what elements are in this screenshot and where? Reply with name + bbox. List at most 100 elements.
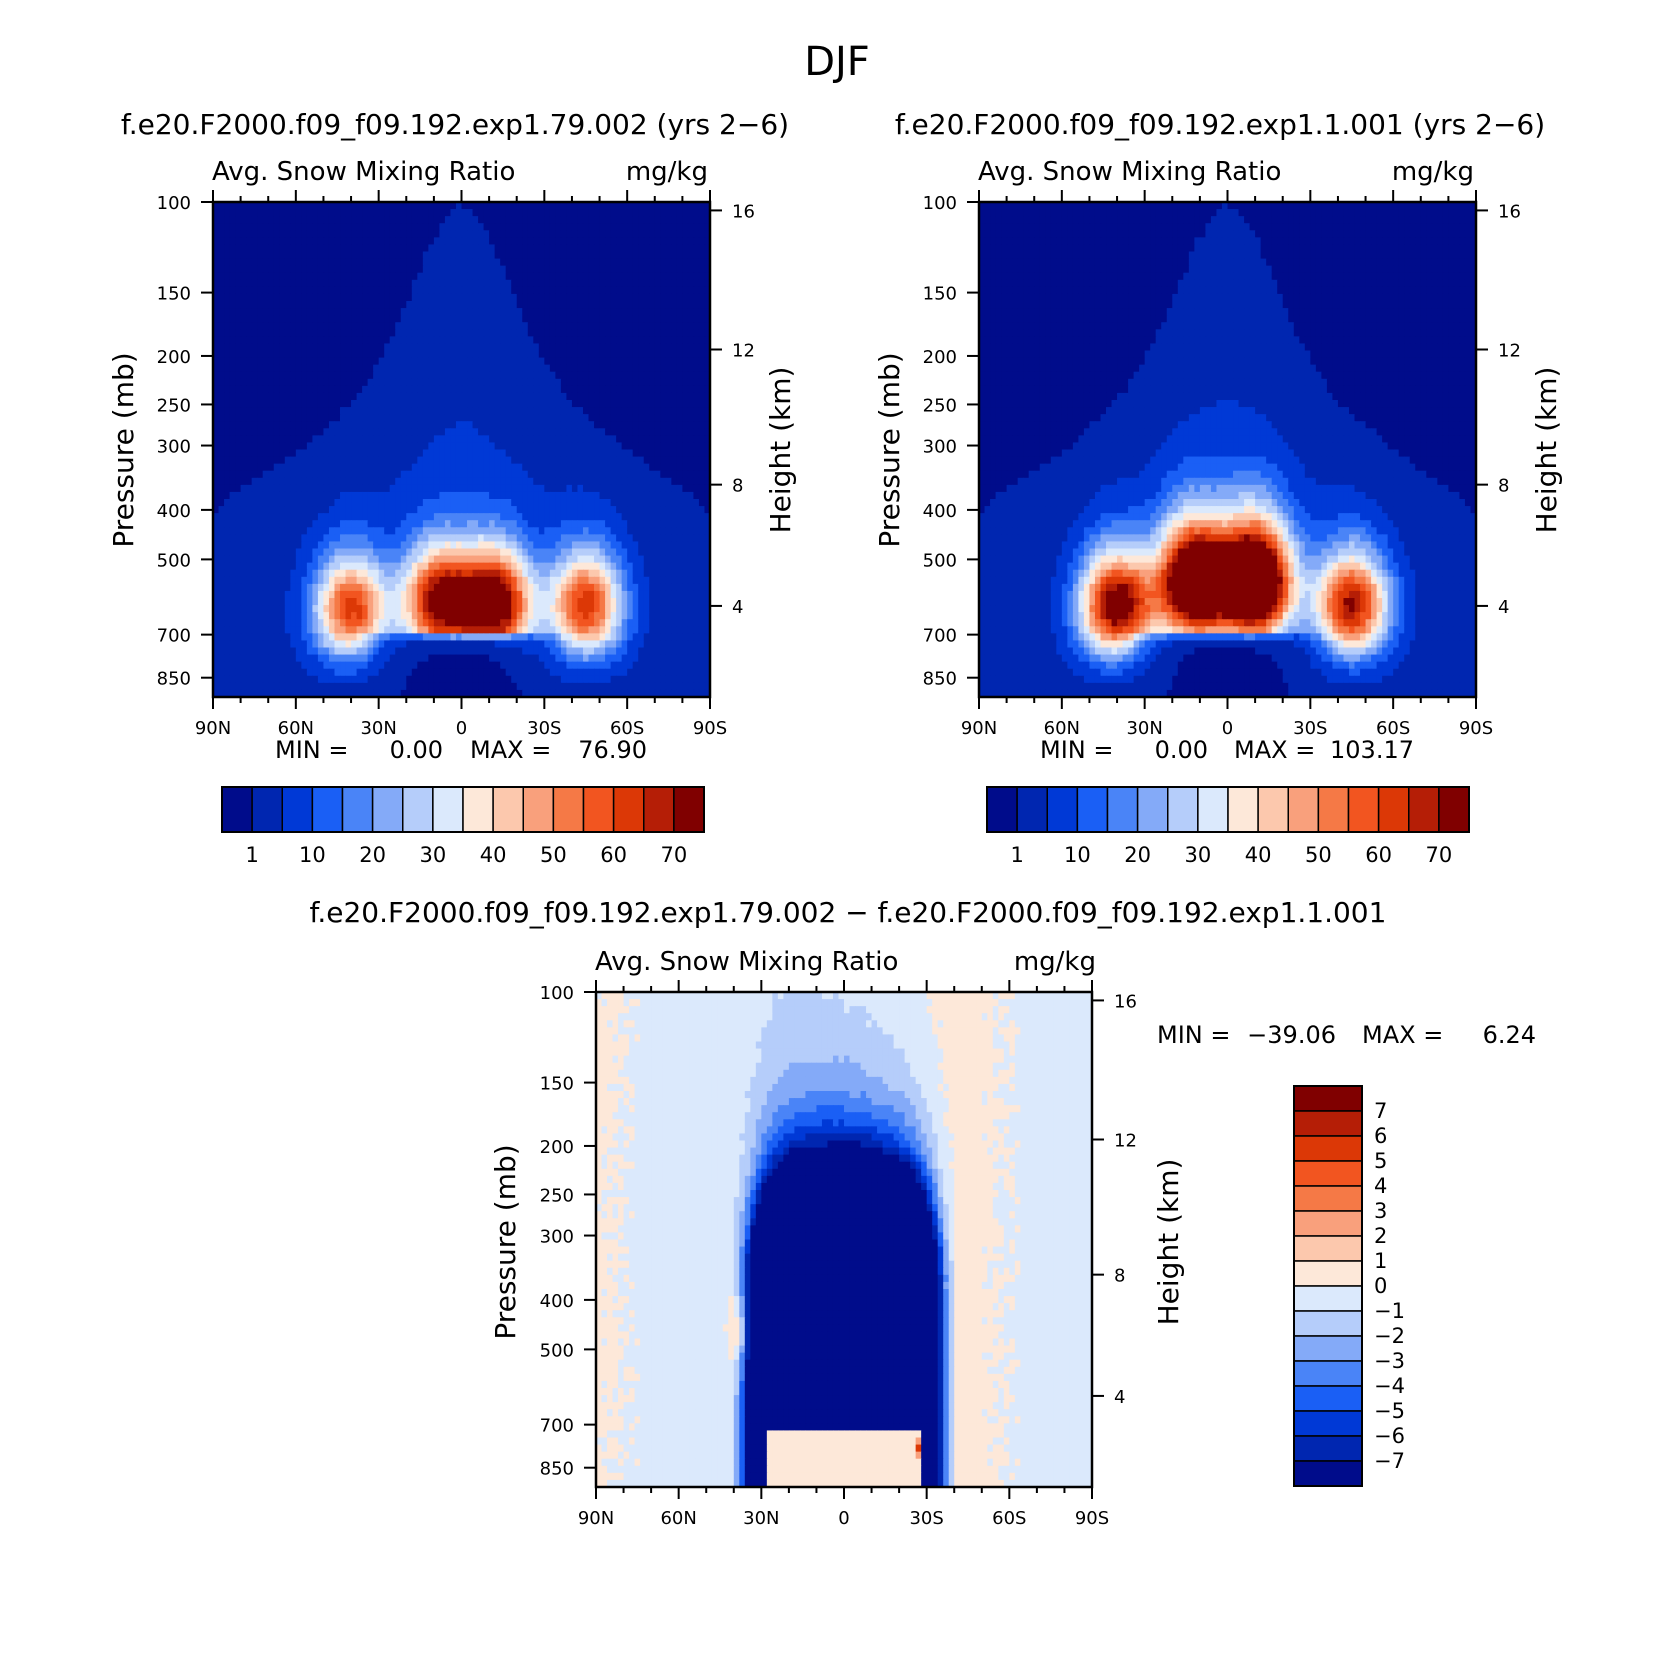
contour-cell <box>323 477 330 486</box>
contour-cell <box>229 385 236 394</box>
contour-cell <box>533 569 540 578</box>
contour-cell <box>367 371 374 380</box>
contour-cell <box>560 322 568 330</box>
contour-cell <box>665 562 672 571</box>
contour-cell <box>268 548 275 557</box>
contour-cell <box>444 534 452 543</box>
contour-cell <box>660 315 667 323</box>
contour-cell <box>704 272 711 281</box>
contour-cell <box>638 456 645 465</box>
contour-cell <box>660 209 667 217</box>
contour-cell <box>594 244 601 253</box>
contour-cell <box>533 400 540 408</box>
contour-cell <box>218 308 225 316</box>
contour-cell <box>616 527 623 535</box>
contour-cell <box>544 456 551 465</box>
contour-cell <box>417 202 424 210</box>
contour-cell <box>213 378 220 387</box>
contour-cell <box>295 555 302 564</box>
contour-cell <box>433 301 441 309</box>
contour-cell <box>450 308 457 316</box>
contour-cell <box>505 336 512 345</box>
contour-cell <box>439 350 446 359</box>
contour-cell <box>279 414 286 422</box>
contour-cell <box>560 442 568 451</box>
contour-cell <box>560 279 568 288</box>
contour-cell <box>257 385 264 394</box>
contour-cell <box>704 350 711 359</box>
contour-cell <box>328 449 336 458</box>
contour-cell <box>351 329 358 337</box>
contour-cell <box>549 506 556 514</box>
contour-cell <box>373 385 380 394</box>
contour-cell <box>467 230 474 238</box>
contour-cell <box>273 506 280 514</box>
contour-cell <box>577 407 584 415</box>
contour-cell <box>257 414 264 422</box>
contour-cell <box>538 350 545 359</box>
contour-cell <box>472 230 479 238</box>
contour-cell <box>367 286 374 295</box>
contour-cell <box>577 385 584 394</box>
contour-cell <box>455 414 463 422</box>
contour-cell <box>406 513 413 521</box>
contour-cell <box>693 329 700 337</box>
contour-cell <box>632 562 639 571</box>
contour-cell <box>317 548 325 557</box>
contour-cell <box>389 350 396 359</box>
contour-cell <box>671 491 678 500</box>
contour-cell <box>246 456 253 465</box>
contour-cell <box>687 527 695 535</box>
contour-cell <box>571 428 579 436</box>
contour-cell <box>571 364 579 373</box>
contour-cell <box>428 435 435 444</box>
contour-cell <box>400 555 407 564</box>
contour-cell <box>494 527 501 535</box>
contour-cell <box>422 293 429 302</box>
contour-cell <box>671 315 678 323</box>
contour-cell <box>544 378 551 387</box>
contour-cell <box>455 506 463 514</box>
contour-cell <box>262 357 269 366</box>
contour-cell <box>533 350 540 359</box>
contour-cell <box>345 499 352 507</box>
contour-cell <box>301 371 308 380</box>
contour-cell <box>273 576 280 585</box>
contour-cell <box>654 449 661 458</box>
contour-cell <box>235 279 242 288</box>
contour-cell <box>356 499 363 507</box>
contour-cell <box>522 407 529 415</box>
contour-cell <box>400 293 407 302</box>
contour-cell <box>367 223 374 231</box>
contour-cell <box>290 293 297 302</box>
contour-cell <box>494 237 501 246</box>
contour-cell <box>616 435 623 444</box>
contour-cell <box>306 258 313 267</box>
contour-cell <box>273 407 280 415</box>
contour-cell <box>582 336 590 345</box>
contour-cell <box>284 435 291 444</box>
contour-cell <box>654 435 661 444</box>
contour-cell <box>251 449 258 458</box>
contour-cell <box>240 407 247 415</box>
contour-cell <box>643 244 650 253</box>
contour-cell <box>422 279 429 288</box>
contour-cell <box>389 286 396 295</box>
contour-cell <box>373 569 380 578</box>
contour-cell <box>218 279 225 288</box>
contour-cell <box>411 230 418 238</box>
contour-cell <box>450 569 457 578</box>
contour-cell <box>698 555 706 564</box>
contour-cell <box>290 301 297 309</box>
contour-cell <box>698 350 706 359</box>
contour-cell <box>334 484 341 493</box>
contour-cell <box>676 407 683 415</box>
contour-cell <box>373 329 380 337</box>
contour-cell <box>505 350 512 359</box>
contour-cell <box>660 244 667 253</box>
contour-cell <box>594 286 601 295</box>
contour-cell <box>422 534 429 543</box>
contour-cell <box>345 237 352 246</box>
contour-cell <box>251 407 258 415</box>
contour-cell <box>638 202 645 210</box>
